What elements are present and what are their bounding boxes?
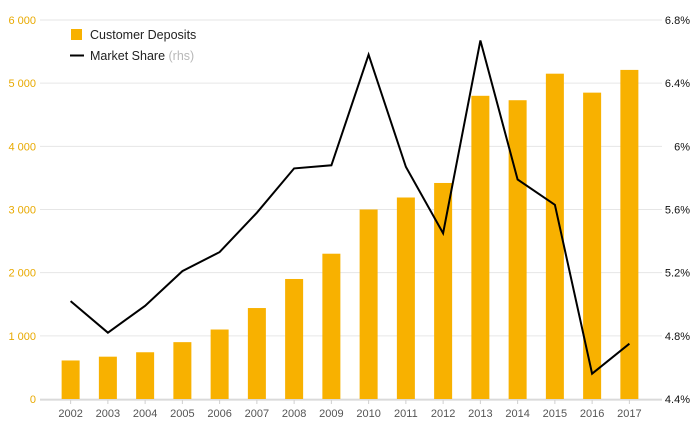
x-tick-label: 2011 <box>394 408 418 420</box>
x-tick-label: 2016 <box>580 408 604 420</box>
bar-customer-deposits <box>434 182 453 399</box>
x-tick-label: 2008 <box>282 408 306 420</box>
x-tick-label: 2012 <box>431 408 455 420</box>
y-right-tick-label: 4.8% <box>665 331 690 343</box>
legend: Customer Deposits Market Share (rhs) <box>70 28 196 63</box>
y-right-tick-label: 5.2% <box>665 268 690 280</box>
bar-customer-deposits <box>545 73 564 400</box>
x-tick-label: 2002 <box>58 408 82 420</box>
bar-customer-deposits <box>98 356 117 399</box>
legend-swatch-deposits <box>71 29 82 40</box>
bar-customer-deposits <box>359 209 378 399</box>
bar-series <box>61 69 639 400</box>
bar-customer-deposits <box>396 197 415 399</box>
bar-customer-deposits <box>136 352 155 399</box>
legend-label-deposits: Customer Deposits <box>90 28 196 42</box>
x-tick-label: 2010 <box>356 408 380 420</box>
legend-label-market-share-suffix: (rhs) <box>169 49 195 63</box>
x-tick-label: 2014 <box>505 408 529 420</box>
axes: 0 1 000 2 000 3 000 4 000 5 000 6 000 4.4% 4.8% 5… <box>8 15 690 420</box>
x-tick-label: 2017 <box>617 408 641 420</box>
y-right-tick-label: 6.4% <box>665 78 690 90</box>
x-tick-label: 2006 <box>207 408 231 420</box>
bar-customer-deposits <box>210 329 229 399</box>
bar-customer-deposits <box>583 92 602 400</box>
line-series <box>69 40 631 376</box>
x-tick-label: 2004 <box>133 408 157 420</box>
y-left-tick-label: 5 000 <box>8 78 36 90</box>
bar-customer-deposits <box>285 278 304 399</box>
bar-customer-deposits <box>620 69 639 399</box>
x-tick-label: 2007 <box>245 408 269 420</box>
legend-label-market-share: Market Share (rhs) <box>90 49 194 63</box>
y-left-tick-label: 2 000 <box>8 268 36 280</box>
y-left-tick-label: 6 000 <box>8 15 36 27</box>
y-left-tick-label: 0 <box>30 394 36 406</box>
y-left-tick-label: 1 000 <box>8 331 36 343</box>
y-left-tick-label: 3 000 <box>8 205 36 217</box>
x-tick-label: 2009 <box>319 408 343 420</box>
bar-customer-deposits <box>471 95 490 400</box>
x-tick-label: 2015 <box>543 408 567 420</box>
y-right-tick-label: 5.6% <box>665 205 690 217</box>
gridlines <box>40 19 662 400</box>
bar-customer-deposits <box>247 308 266 399</box>
x-tick-label: 2005 <box>170 408 194 420</box>
bar-customer-deposits <box>61 360 80 399</box>
bar-customer-deposits <box>508 100 527 399</box>
x-tick-label: 2003 <box>96 408 120 420</box>
x-tick-label: 2013 <box>468 408 492 420</box>
bar-customer-deposits <box>322 253 341 399</box>
y-right-tick-label: 4.4% <box>665 394 690 406</box>
bar-customer-deposits <box>173 342 192 399</box>
y-right-tick-label: 6.8% <box>665 15 690 27</box>
line-market-share <box>69 40 631 376</box>
y-left-tick-label: 4 000 <box>8 141 36 153</box>
legend-label-market-share-name: Market Share <box>90 49 165 63</box>
y-right-tick-label: 6% <box>674 141 690 153</box>
